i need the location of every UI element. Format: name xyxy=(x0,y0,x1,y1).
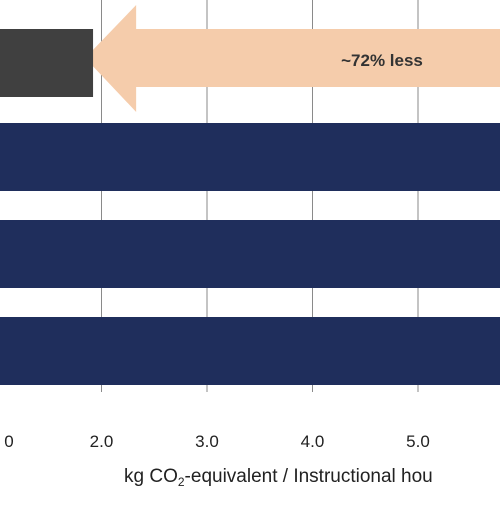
bar-highlight xyxy=(0,29,94,97)
x-tick-label: 5.0 xyxy=(406,432,430,451)
annotation-label: ~72% less xyxy=(341,51,423,70)
x-tick-label: 3.0 xyxy=(195,432,219,451)
x-axis-label: kg CO2-equivalent / Instructional hou xyxy=(124,466,433,489)
x-tick-label: 2.0 xyxy=(90,432,114,451)
bar xyxy=(0,220,500,288)
x-tick-label: 0 xyxy=(4,432,13,451)
bar xyxy=(0,317,500,385)
x-axis-label-subscript: 2 xyxy=(177,475,185,489)
x-axis-label-suffix: -equivalent / Instructional hou xyxy=(184,466,433,487)
x-axis-label-prefix: kg CO xyxy=(124,466,178,487)
x-tick-label: 4.0 xyxy=(301,432,325,451)
less-arrow xyxy=(85,5,500,112)
bar xyxy=(0,123,500,191)
